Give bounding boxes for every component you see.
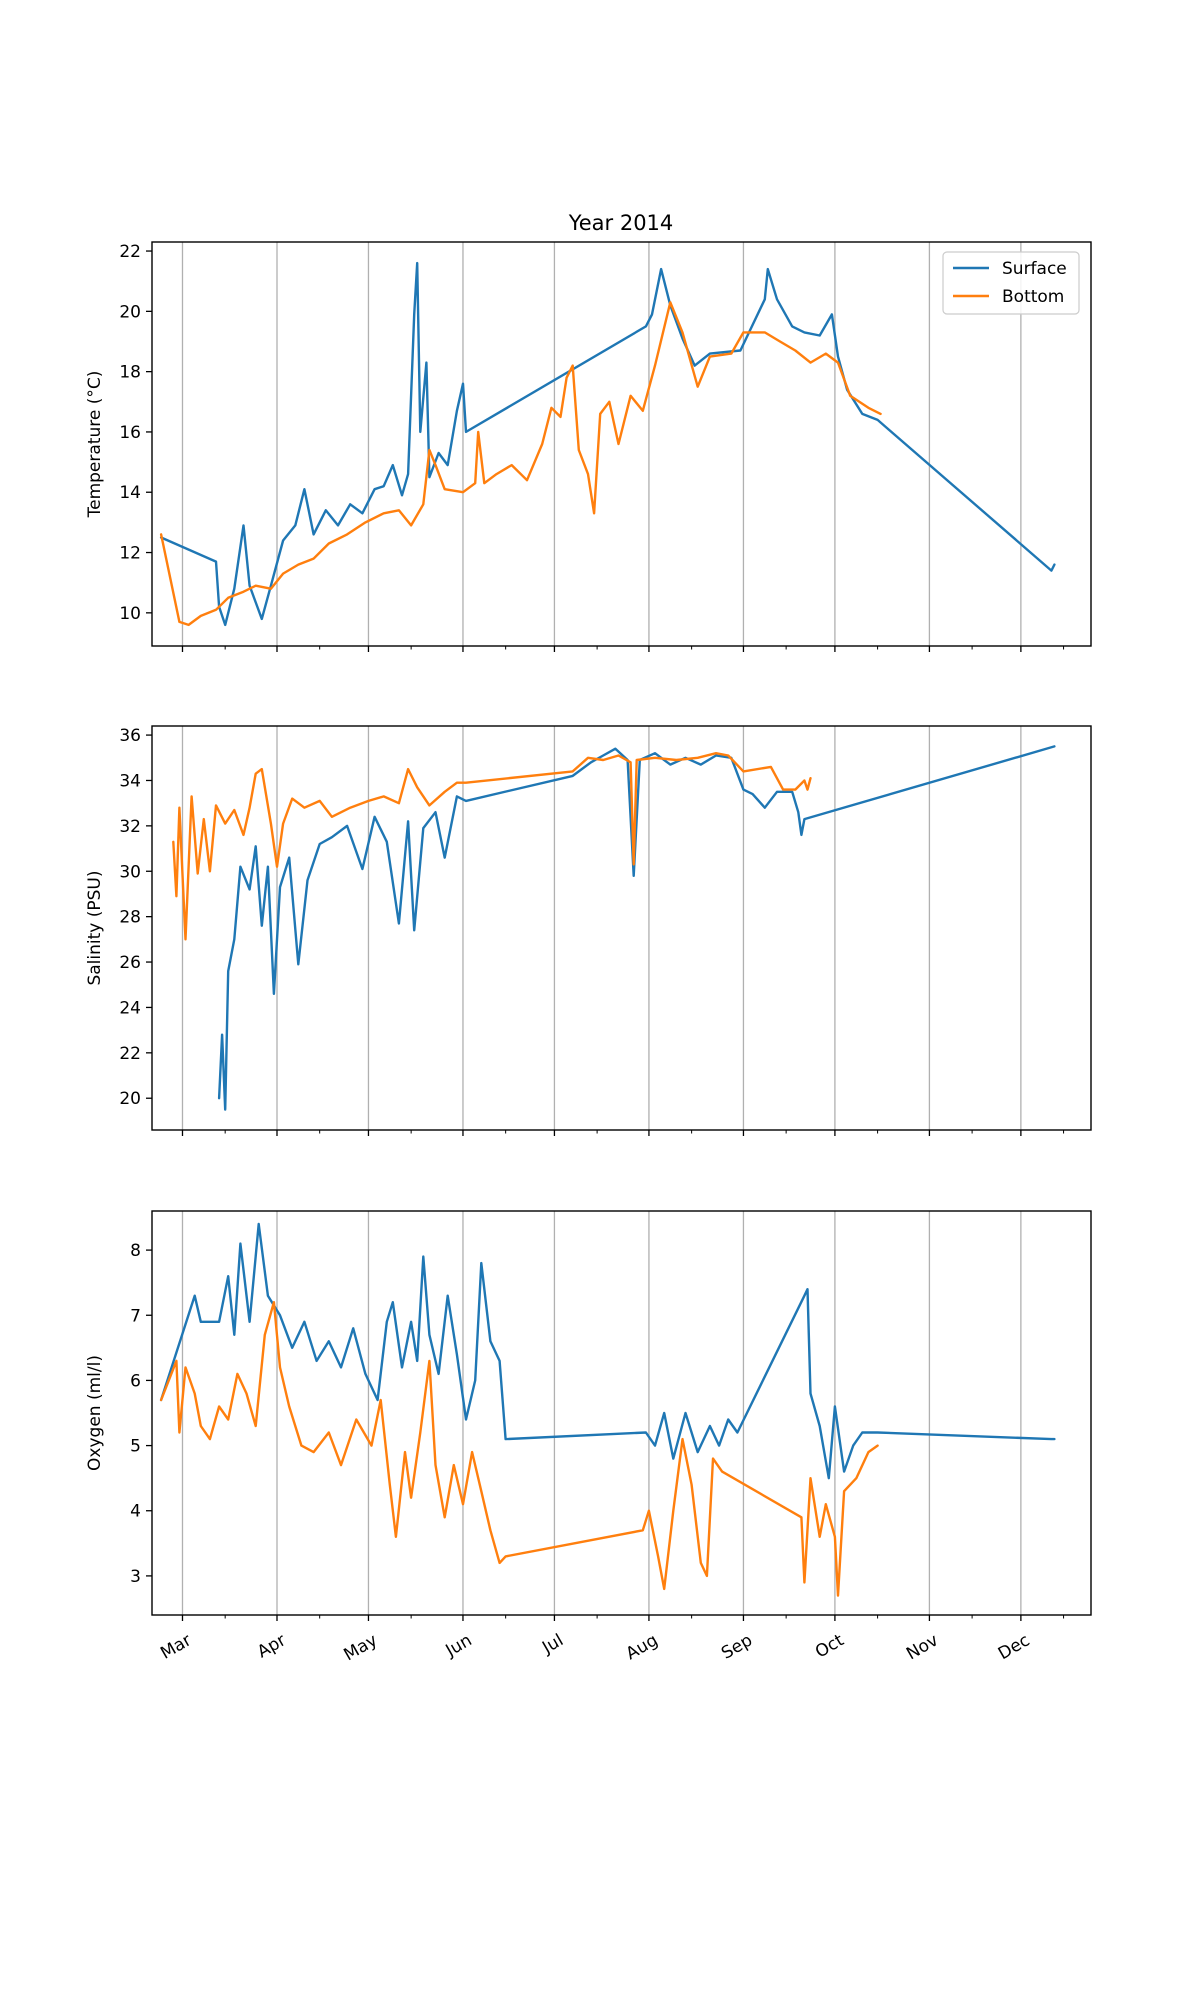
chart-title: Year 2014 xyxy=(568,211,674,235)
y-tick-label: 8 xyxy=(130,1241,141,1261)
series-surface-line xyxy=(217,745,1056,1111)
legend-label-surface: Surface xyxy=(1002,259,1067,279)
series-surface-line xyxy=(159,261,1056,627)
axes-frame xyxy=(151,1210,1092,1616)
legend: Surface Bottom xyxy=(942,251,1080,315)
panel-2: 20 22 24 26 28 30 32 34 36 Salinity (PSU) xyxy=(85,725,1092,1136)
y-tick-label: 36 xyxy=(119,726,141,746)
y-tick-label: 10 xyxy=(119,604,141,624)
panel-1: 10 12 14 16 18 20 22 Temperature (°C) Surface Bot… xyxy=(85,241,1092,652)
y-axis-label: Temperature (°C) xyxy=(85,371,105,519)
y-axis-label: Oxygen (ml/l) xyxy=(85,1355,105,1471)
y-tick-label: 6 xyxy=(130,1371,141,1391)
y-tick-label: 30 xyxy=(119,862,141,882)
y-tick-label: 16 xyxy=(119,423,141,443)
y-tick-label: 28 xyxy=(119,908,141,928)
y-tick-label: 26 xyxy=(119,953,141,973)
series-bottom-line xyxy=(159,1300,879,1597)
axes-frame xyxy=(151,241,1092,647)
y-tick-label: 18 xyxy=(119,363,141,383)
y-tick-label: 4 xyxy=(130,1502,141,1522)
legend-label-bottom: Bottom xyxy=(1002,287,1064,307)
series-bottom-line xyxy=(172,752,812,941)
series-surface-line xyxy=(159,1222,1056,1480)
y-tick-label: 32 xyxy=(119,817,141,837)
y-tick-label: 20 xyxy=(119,302,141,322)
y-tick-label: 22 xyxy=(119,242,141,262)
y-tick-label: 12 xyxy=(119,544,141,564)
y-tick-label: 14 xyxy=(119,483,141,503)
y-axis-label: Salinity (PSU) xyxy=(85,870,105,985)
y-tick-label: 3 xyxy=(130,1567,141,1587)
y-tick-label: 24 xyxy=(119,998,141,1018)
series-bottom-line xyxy=(159,301,882,627)
panels: 10 12 14 16 18 20 22 Temperature (°C) Surface Bot… xyxy=(85,241,1092,1665)
y-tick-label: 5 xyxy=(130,1437,141,1457)
y-tick-label: 34 xyxy=(119,771,141,791)
y-tick-label: 7 xyxy=(130,1306,141,1326)
y-tick-label: 20 xyxy=(119,1089,141,1109)
axes-frame xyxy=(151,725,1092,1131)
y-tick-label: 22 xyxy=(119,1044,141,1064)
